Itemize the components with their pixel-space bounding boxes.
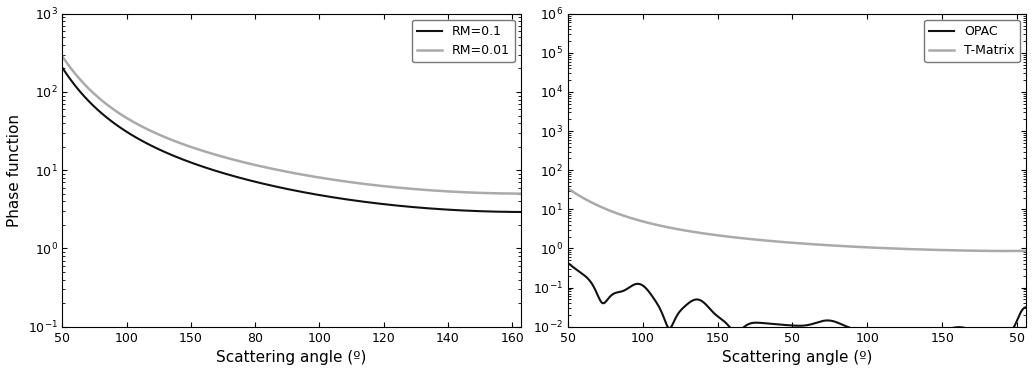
Legend: RM=0.1, RM=0.01: RM=0.1, RM=0.01 <box>412 20 515 62</box>
T-Matrix <box>953 248 966 253</box>
OPAC <box>953 325 966 329</box>
OPAC <box>561 261 574 265</box>
RM=0.01 <box>57 55 69 60</box>
Line: RM=0.1: RM=0.1 <box>63 68 521 212</box>
T-Matrix <box>886 246 899 251</box>
OPAC <box>1020 305 1032 310</box>
T-Matrix <box>561 186 574 190</box>
Y-axis label: Phase function: Phase function <box>7 114 22 227</box>
Legend: OPAC, T-Matrix: OPAC, T-Matrix <box>924 20 1020 62</box>
OPAC <box>923 328 936 333</box>
X-axis label: Scattering angle (º): Scattering angle (º) <box>722 350 872 365</box>
RM=0.01 <box>515 192 527 196</box>
X-axis label: Scattering angle (º): Scattering angle (º) <box>216 350 367 365</box>
RM=0.01 <box>402 186 415 191</box>
RM=0.01 <box>243 161 255 166</box>
RM=0.1 <box>402 205 415 209</box>
T-Matrix <box>641 221 653 225</box>
RM=0.1 <box>431 207 444 211</box>
RM=0.01 <box>454 190 466 194</box>
Line: RM=0.01: RM=0.01 <box>63 57 521 194</box>
OPAC <box>967 328 979 332</box>
Line: OPAC: OPAC <box>568 263 1026 330</box>
OPAC <box>886 328 899 333</box>
RM=0.01 <box>431 189 444 193</box>
RM=0.1 <box>135 139 148 143</box>
Line: T-Matrix: T-Matrix <box>568 188 1026 251</box>
RM=0.01 <box>135 124 148 129</box>
RM=0.1 <box>252 180 265 185</box>
RM=0.01 <box>252 163 265 168</box>
RM=0.1 <box>243 178 255 182</box>
T-Matrix <box>807 242 819 247</box>
OPAC <box>807 321 819 326</box>
OPAC <box>727 328 739 333</box>
OPAC <box>641 288 653 292</box>
T-Matrix <box>1020 249 1032 253</box>
T-Matrix <box>967 248 979 253</box>
RM=0.1 <box>454 208 466 212</box>
RM=0.1 <box>57 66 69 71</box>
RM=0.1 <box>515 210 527 214</box>
T-Matrix <box>923 247 936 252</box>
